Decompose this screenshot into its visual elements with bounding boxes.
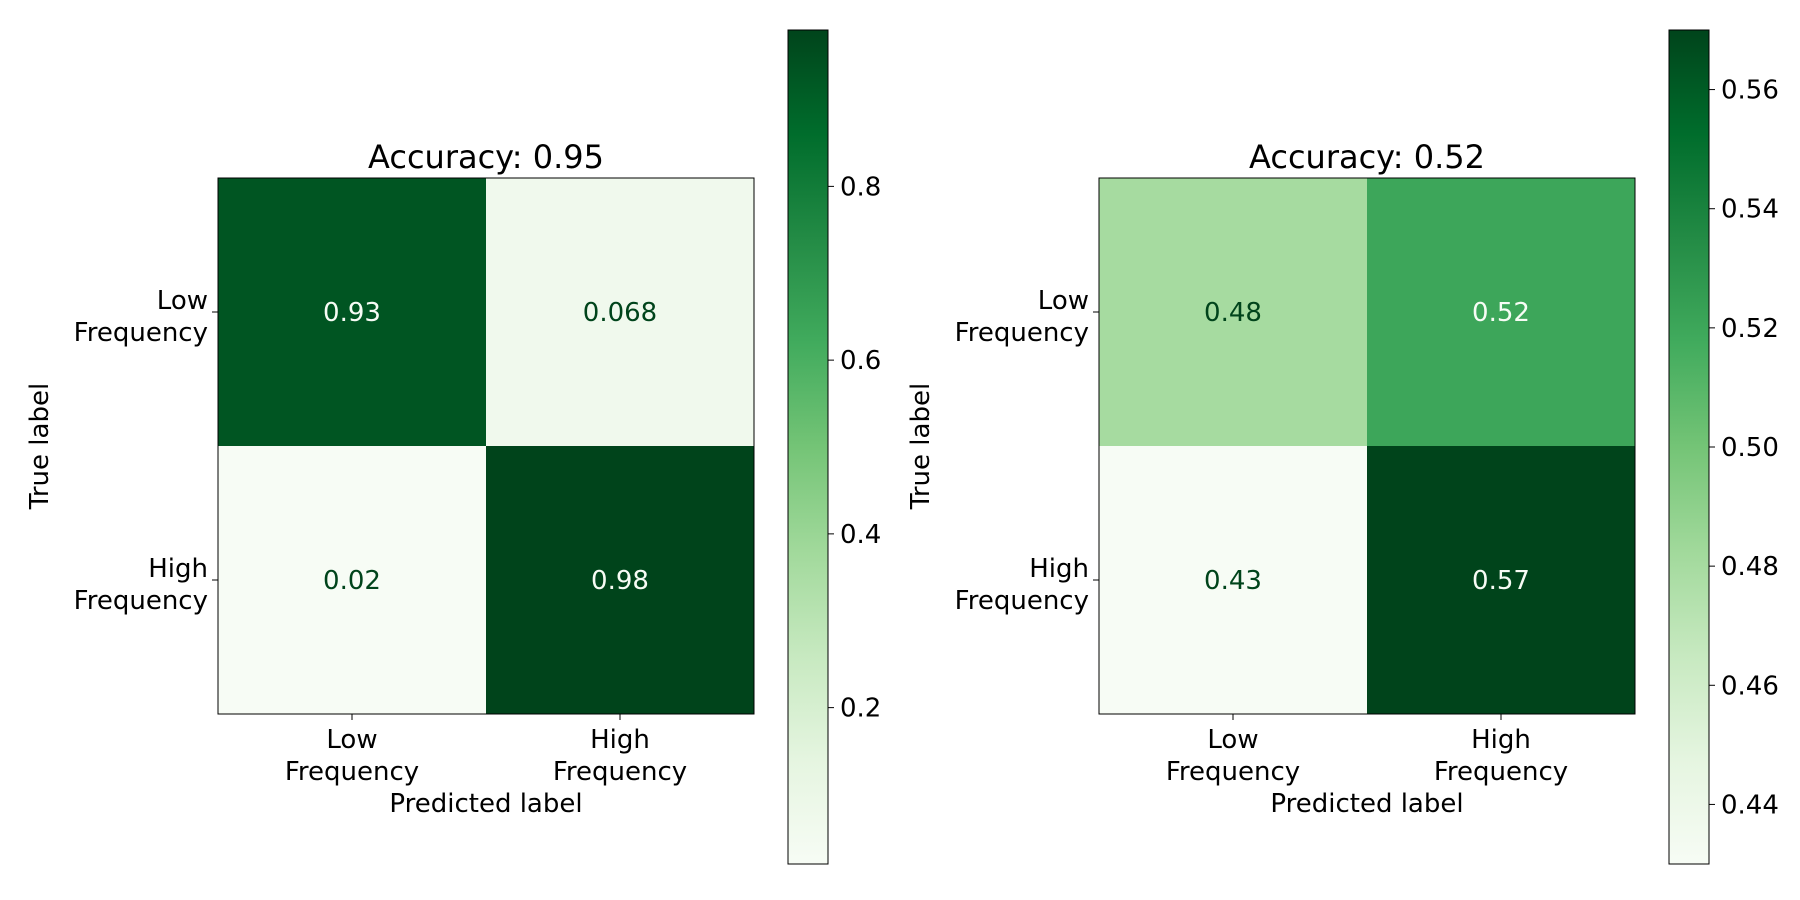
y-axis-label: True label bbox=[25, 383, 55, 510]
y-tick-label: Low Frequency bbox=[955, 286, 1089, 348]
colorbar-tick-label: 0.44 bbox=[1721, 790, 1779, 820]
cell-value-label: 0.43 bbox=[1204, 566, 1262, 596]
colorbar bbox=[787, 29, 829, 865]
cell-value-label: 0.48 bbox=[1204, 298, 1262, 328]
matrix-cell bbox=[486, 178, 754, 446]
chart-title: Accuracy: 0.95 bbox=[368, 138, 604, 176]
confusion-matrix-panel-1: Accuracy: 0.95 0.93 0.068 0.02 0.98 Low Freque… bbox=[25, 29, 881, 865]
y-axis-label: True label bbox=[906, 383, 936, 510]
matrix-cell bbox=[1367, 446, 1635, 714]
matrix-cell bbox=[1367, 178, 1635, 446]
matrix-cell bbox=[486, 446, 754, 714]
colorbar-tick-label: 0.46 bbox=[1721, 671, 1779, 701]
cell-value-label: 0.98 bbox=[591, 566, 649, 596]
colorbar-tick-label: 0.50 bbox=[1721, 433, 1779, 463]
matrix-frame bbox=[1098, 177, 1636, 715]
matrix-cell bbox=[1099, 446, 1367, 714]
y-tick-label: Low Frequency bbox=[74, 286, 208, 348]
x-tick-label: Low Frequency bbox=[285, 725, 419, 787]
colorbar-tick-label: 0.54 bbox=[1721, 195, 1779, 225]
cell-value-label: 0.068 bbox=[583, 298, 657, 328]
x-tick-label: High Frequency bbox=[1434, 725, 1568, 787]
colorbar-tick-label: 0.48 bbox=[1721, 552, 1779, 582]
chart-title: Accuracy: 0.52 bbox=[1249, 138, 1485, 176]
cell-value-label: 0.57 bbox=[1472, 566, 1530, 596]
colorbar-tick-label: 0.6 bbox=[840, 346, 881, 376]
matrix-frame bbox=[217, 177, 755, 715]
x-tick-label: High Frequency bbox=[553, 725, 687, 787]
colorbar-tick-label: 0.52 bbox=[1721, 314, 1779, 344]
x-axis-label: Predicted label bbox=[389, 789, 582, 819]
matrix-cell bbox=[218, 446, 486, 714]
colorbar-tick-label: 0.56 bbox=[1721, 76, 1779, 106]
matrix-cell bbox=[1099, 178, 1367, 446]
y-tick-label: High Frequency bbox=[955, 554, 1089, 616]
cell-value-label: 0.02 bbox=[323, 566, 381, 596]
colorbar-tick-label: 0.4 bbox=[840, 520, 881, 550]
y-tick-label: High Frequency bbox=[74, 554, 208, 616]
colorbar-tick-label: 0.8 bbox=[840, 172, 881, 202]
cell-value-label: 0.52 bbox=[1472, 298, 1530, 328]
confusion-matrix-panel-2: Accuracy: 0.52 0.48 0.52 0.43 0.57 Low Frequen… bbox=[906, 29, 1779, 865]
cell-value-label: 0.93 bbox=[323, 298, 381, 328]
x-tick-label: Low Frequency bbox=[1166, 725, 1300, 787]
colorbar-tick-label: 0.2 bbox=[840, 694, 881, 724]
colorbar bbox=[1668, 29, 1710, 865]
x-axis-label: Predicted label bbox=[1270, 789, 1463, 819]
matrix-cell bbox=[218, 178, 486, 446]
